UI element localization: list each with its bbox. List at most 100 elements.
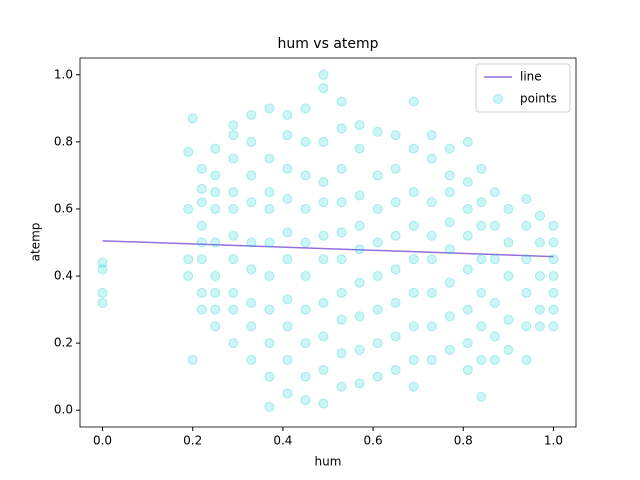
point <box>372 170 383 181</box>
point <box>282 321 293 332</box>
point <box>318 69 329 80</box>
point <box>476 287 487 298</box>
point <box>264 338 275 349</box>
point <box>264 237 275 248</box>
point <box>196 163 207 174</box>
point <box>354 311 365 322</box>
legend-label: points <box>520 92 557 106</box>
point <box>489 331 500 342</box>
point <box>390 230 401 241</box>
point <box>476 197 487 208</box>
point <box>196 254 207 265</box>
point <box>318 254 329 265</box>
point <box>444 244 455 255</box>
point <box>210 203 221 214</box>
point <box>354 378 365 389</box>
point <box>228 230 239 241</box>
y-tick-label: 1.0 <box>54 67 73 81</box>
point <box>462 304 473 315</box>
point <box>426 130 437 141</box>
point <box>246 110 257 121</box>
x-tick-label: 0.2 <box>183 434 202 448</box>
point <box>408 287 419 298</box>
legend-box <box>475 63 571 113</box>
point <box>300 371 311 382</box>
point <box>503 203 514 214</box>
point <box>210 271 221 282</box>
point <box>390 364 401 375</box>
point <box>246 297 257 308</box>
point <box>336 254 347 265</box>
point <box>183 254 194 265</box>
point <box>300 170 311 181</box>
point <box>354 190 365 201</box>
x-tick-label: 1.0 <box>544 434 563 448</box>
point <box>196 183 207 194</box>
point <box>282 193 293 204</box>
point <box>336 123 347 134</box>
point <box>264 401 275 412</box>
point <box>282 130 293 141</box>
point <box>183 271 194 282</box>
point <box>372 304 383 315</box>
point <box>408 187 419 198</box>
point <box>210 321 221 332</box>
point <box>408 321 419 332</box>
point <box>372 237 383 248</box>
point <box>300 338 311 349</box>
point <box>521 287 532 298</box>
point <box>336 314 347 325</box>
point <box>426 321 437 332</box>
point <box>228 254 239 265</box>
point <box>210 143 221 154</box>
point <box>444 277 455 288</box>
point <box>228 203 239 214</box>
x-tick-label: 0.8 <box>454 434 473 448</box>
point <box>408 143 419 154</box>
point <box>534 237 545 248</box>
point <box>300 203 311 214</box>
point <box>196 237 207 248</box>
point <box>282 294 293 305</box>
point <box>246 237 257 248</box>
point <box>228 187 239 198</box>
point <box>548 287 559 298</box>
point <box>318 230 329 241</box>
x-tick-label: 0.6 <box>364 434 383 448</box>
point <box>521 354 532 365</box>
point <box>390 264 401 275</box>
point <box>426 230 437 241</box>
point <box>503 271 514 282</box>
point <box>476 220 487 231</box>
point <box>444 143 455 154</box>
point <box>426 153 437 164</box>
point <box>210 237 221 248</box>
x-axis-label: hum <box>315 455 342 469</box>
point <box>408 254 419 265</box>
point <box>97 264 108 275</box>
point <box>228 130 239 141</box>
point <box>336 381 347 392</box>
point <box>318 197 329 208</box>
point <box>534 271 545 282</box>
point <box>408 381 419 392</box>
x-tick-label: 0.4 <box>273 434 292 448</box>
point <box>548 254 559 265</box>
point <box>336 287 347 298</box>
point <box>534 304 545 315</box>
y-tick-label: 0.4 <box>54 269 73 283</box>
point <box>462 364 473 375</box>
point <box>548 271 559 282</box>
point <box>444 217 455 228</box>
point <box>246 197 257 208</box>
point <box>534 321 545 332</box>
point <box>318 297 329 308</box>
point <box>318 331 329 342</box>
point <box>354 244 365 255</box>
point <box>336 163 347 174</box>
point <box>462 338 473 349</box>
point <box>372 371 383 382</box>
y-tick-label: 0.2 <box>54 336 73 350</box>
point <box>196 220 207 231</box>
point <box>210 187 221 198</box>
